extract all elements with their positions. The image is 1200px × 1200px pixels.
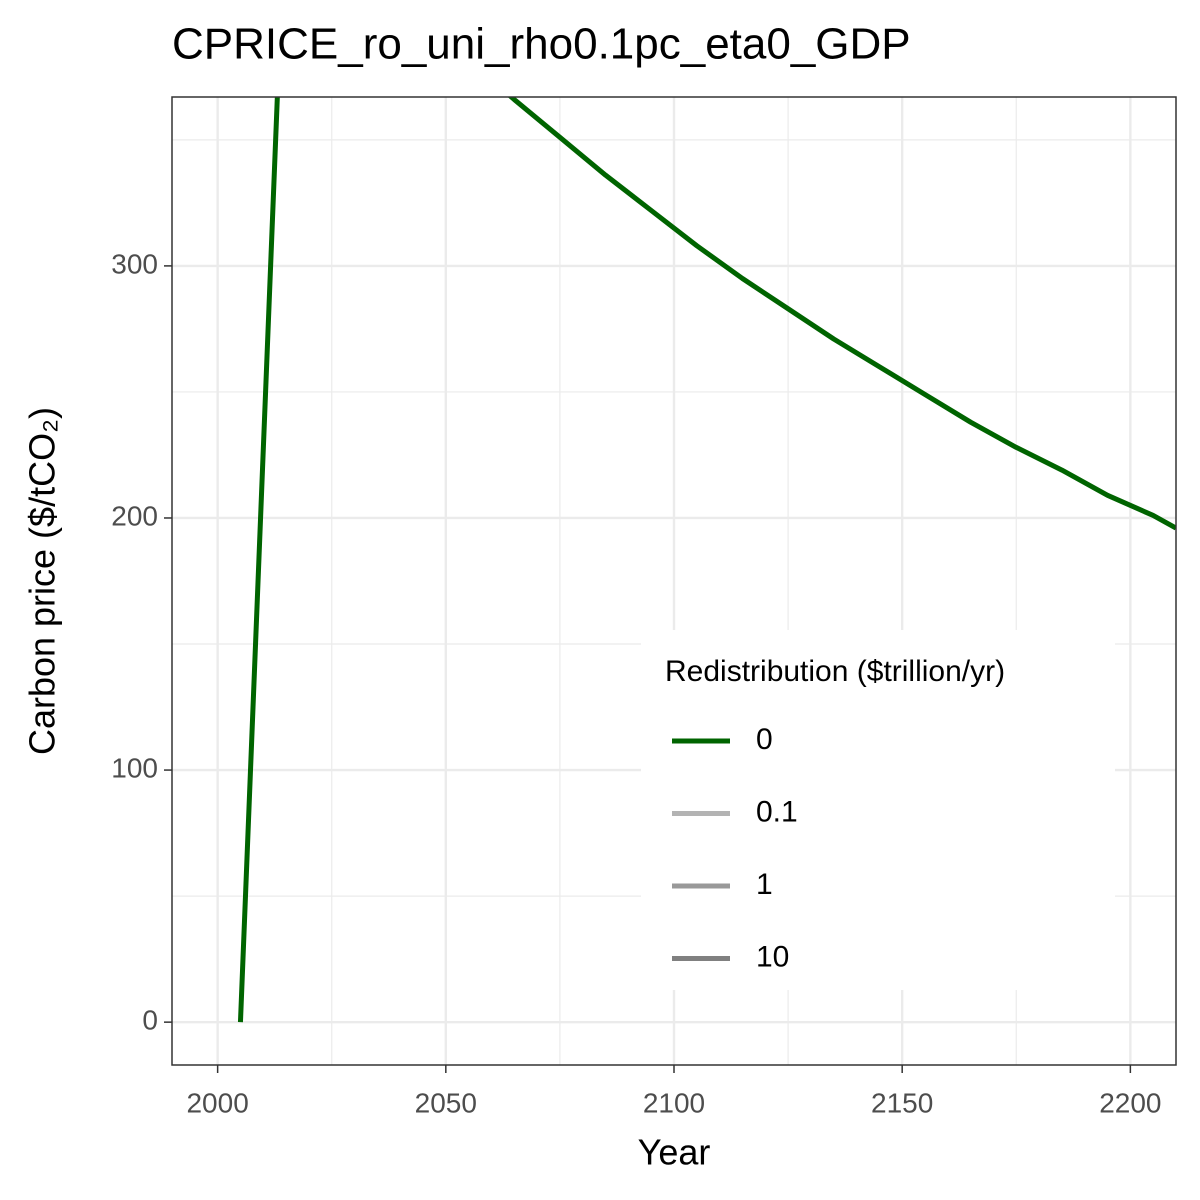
y-tick-label: 100 [111,752,158,783]
legend-label: 1 [756,868,773,901]
x-tick-label: 2100 [643,1087,705,1118]
y-axis-title: Carbon price ($/tCO₂) [22,407,63,755]
legend-background [641,630,1115,990]
x-axis-title: Year [638,1132,711,1173]
y-tick-label: 200 [111,500,158,531]
plot-lines [237,97,1176,1023]
legend: Redistribution ($trillion/yr) 0 0.1 1 10 [641,630,1115,990]
x-tick-label: 2150 [871,1087,933,1118]
y-tick-label: 0 [142,1005,158,1036]
grid [172,97,1176,1065]
y-tick-label: 300 [111,248,158,279]
series-line [237,97,1176,1023]
legend-title: Redistribution ($trillion/yr) [665,655,1005,688]
legend-label: 10 [756,940,789,973]
x-tick-label: 2050 [415,1087,477,1118]
chart-title: CPRICE_ro_uni_rho0.1pc_eta0_GDP [172,20,911,69]
legend-label: 0 [756,723,773,756]
x-tick-label: 2200 [1099,1087,1161,1118]
x-tick-label: 2000 [186,1087,248,1118]
legend-label: 0.1 [756,795,798,828]
